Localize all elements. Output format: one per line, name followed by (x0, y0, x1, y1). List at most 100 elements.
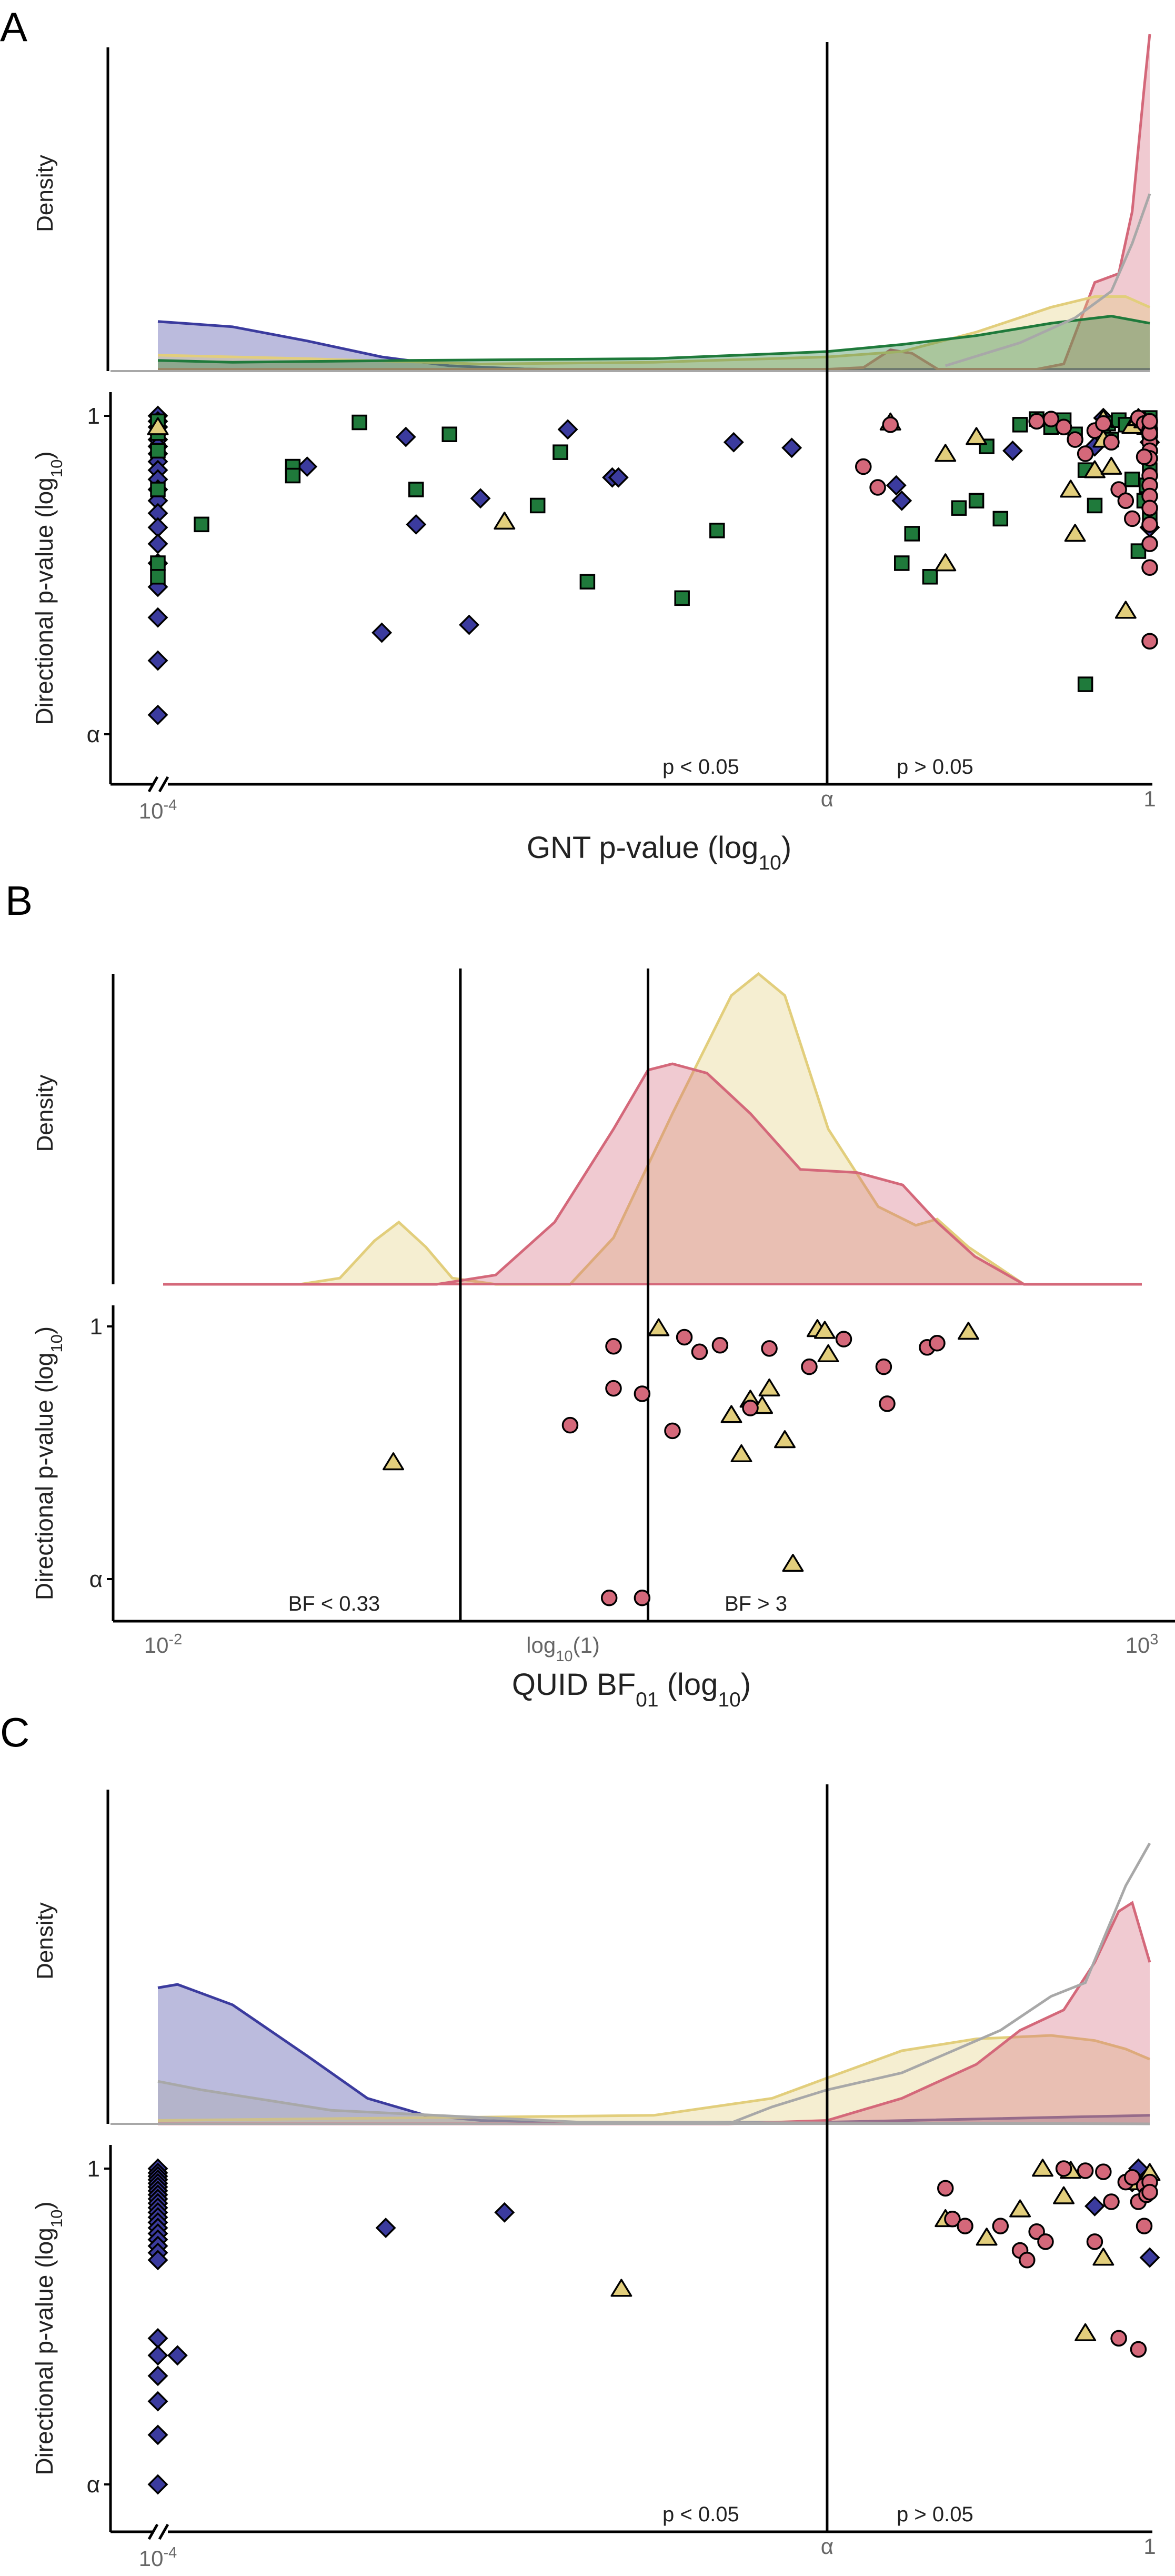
y-tick-label-alpha: α (89, 1566, 103, 1592)
data-point (147, 2250, 168, 2271)
data-point (1028, 413, 1045, 430)
data-point (730, 1444, 752, 1462)
data-point (1084, 2195, 1105, 2216)
density-area-yellow (158, 2035, 1150, 2124)
x-tick-label-alpha: α (821, 786, 833, 811)
data-point (929, 1335, 946, 1352)
data-point (1037, 2233, 1054, 2250)
data-point (1114, 601, 1137, 619)
data-point (150, 443, 166, 459)
x-tick-label-mid-part-0: log (526, 1633, 556, 1658)
x-axis-label-part-0: GNT p-value (log (527, 831, 759, 865)
data-point (150, 569, 166, 585)
data-point (608, 467, 629, 488)
x-tick-label-high-part-1: 3 (1150, 1631, 1158, 1648)
data-point (1141, 559, 1158, 576)
density-area-blue (158, 1984, 1150, 2124)
x-tick-label-one: 1 (1143, 786, 1156, 811)
data-point (1141, 516, 1158, 533)
y-tick-label-alpha: α (87, 2472, 100, 2498)
density-area-red (158, 1903, 1150, 2124)
data-point (408, 482, 424, 497)
data-point (1095, 415, 1112, 432)
x-axis-label: QUID BF01 (log10) (512, 1668, 751, 1711)
density-plot (111, 1842, 1151, 2125)
x-axis-label: GNT p-value (log10) (527, 831, 791, 874)
data-point (553, 444, 568, 460)
x-axis-label-part-4: ) (741, 1668, 751, 1702)
data-point (375, 2218, 396, 2239)
scatter-y-axis-label-part-2: 10 (47, 460, 66, 477)
data-point (352, 414, 367, 431)
data-point (761, 1340, 778, 1357)
data-point (147, 650, 168, 671)
scatter-y-axis-label-part-3: ) (31, 451, 58, 459)
data-point (1110, 2330, 1127, 2347)
data-point (758, 1378, 780, 1396)
x-tick-label-low-part-1: -4 (163, 797, 177, 814)
data-point (150, 555, 166, 571)
scatter-plot (383, 1318, 979, 1606)
data-point (723, 432, 744, 453)
data-point (1130, 2341, 1147, 2358)
scatter-y-axis-label-part-1: (log (31, 477, 58, 518)
axis-break-mark (158, 2523, 169, 2540)
data-point (1055, 418, 1072, 436)
data-point (579, 574, 596, 590)
data-point (600, 1590, 618, 1606)
x-tick-label-one: 1 (1143, 2534, 1156, 2559)
scatter-y-axis-label-part-2: 10 (47, 2210, 66, 2228)
data-point (1055, 2160, 1072, 2177)
data-point (610, 2279, 632, 2297)
data-point (605, 1380, 622, 1397)
data-point (1100, 456, 1122, 475)
data-point (1074, 2323, 1097, 2341)
region-label-right: p > 0.05 (897, 2503, 973, 2526)
data-point (1117, 492, 1134, 510)
data-point (1086, 2233, 1103, 2250)
data-point (1019, 2251, 1036, 2269)
data-point (1042, 411, 1060, 427)
x-tick-label-low-part-0: 10 (139, 798, 164, 823)
null-distribution-curve (945, 193, 1151, 367)
data-point (1103, 2193, 1120, 2210)
x-axis-label-part-2: (log (659, 1668, 718, 1702)
region-label-left: p < 0.05 (662, 2503, 739, 2526)
data-point (459, 614, 480, 635)
data-point (441, 426, 457, 442)
x-tick-label-low: 10-2 (144, 1631, 183, 1658)
data-point (879, 1395, 896, 1412)
data-point (147, 417, 169, 435)
region-label-right: BF > 3 (725, 1592, 787, 1615)
data-point (1067, 431, 1083, 448)
x-tick-label-alpha: α (821, 2534, 833, 2559)
data-point (297, 456, 318, 477)
data-point (855, 458, 872, 475)
data-point (1060, 480, 1082, 498)
data-point (383, 1452, 404, 1471)
data-point (1053, 2186, 1075, 2204)
data-point (494, 512, 516, 530)
density-line-yellow (157, 2034, 1150, 2122)
data-point (781, 437, 802, 458)
data-point (1124, 471, 1140, 487)
data-point (147, 2365, 168, 2387)
data-point (561, 1416, 579, 1434)
data-point (648, 1318, 670, 1336)
data-point (894, 555, 910, 571)
density-area-yellow (163, 974, 1142, 1284)
y-tick-label-alpha: α (87, 722, 100, 747)
data-point (674, 590, 690, 606)
data-point (691, 1343, 708, 1360)
x-tick-label-high: 103 (1126, 1631, 1159, 1658)
data-point (711, 1337, 729, 1354)
scatter-y-axis-label-part-3: ) (31, 2201, 58, 2209)
x-tick-label-mid-part-2: (1) (573, 1633, 599, 1658)
data-point (371, 622, 393, 643)
data-point (634, 1385, 651, 1402)
x-tick-label-high-part-0: 10 (1126, 1633, 1150, 1658)
density-line-green (157, 315, 1150, 364)
